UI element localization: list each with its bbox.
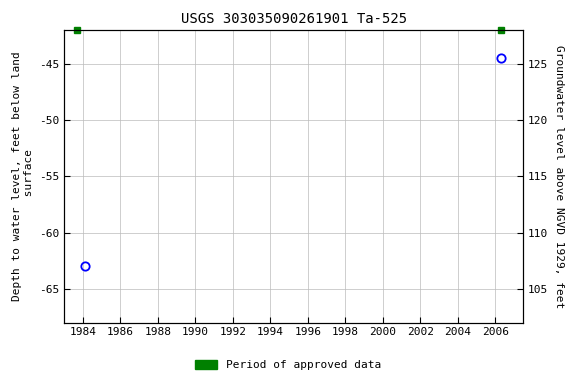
Title: USGS 303035090261901 Ta-525: USGS 303035090261901 Ta-525	[181, 12, 407, 26]
Y-axis label: Depth to water level, feet below land
 surface: Depth to water level, feet below land su…	[12, 51, 33, 301]
Y-axis label: Groundwater level above NGVD 1929, feet: Groundwater level above NGVD 1929, feet	[554, 45, 564, 308]
Legend: Period of approved data: Period of approved data	[191, 356, 385, 375]
